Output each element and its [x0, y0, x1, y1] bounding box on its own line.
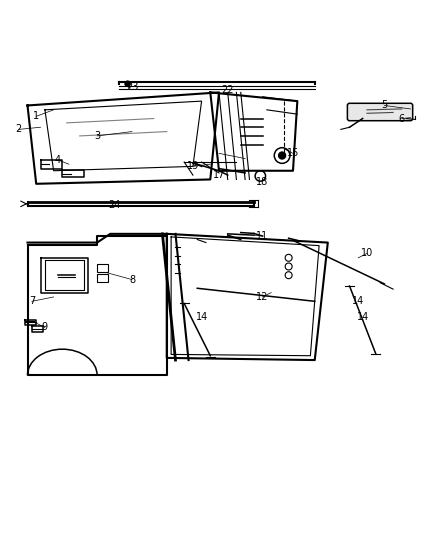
Text: 14: 14 — [357, 312, 369, 321]
Text: 14: 14 — [352, 296, 364, 306]
Text: 24: 24 — [108, 200, 121, 209]
Text: 1: 1 — [33, 111, 39, 122]
Text: 22: 22 — [222, 85, 234, 95]
Text: 23: 23 — [126, 82, 138, 92]
Text: 9: 9 — [42, 322, 48, 333]
Text: 8: 8 — [129, 274, 135, 285]
Text: 6: 6 — [399, 114, 405, 124]
Text: 4: 4 — [55, 155, 61, 165]
Text: 14: 14 — [195, 312, 208, 321]
Circle shape — [125, 81, 130, 86]
Text: 12: 12 — [256, 292, 268, 302]
Text: 19: 19 — [187, 161, 199, 172]
Bar — [97, 264, 108, 272]
FancyBboxPatch shape — [347, 103, 413, 120]
Bar — [97, 274, 108, 282]
Text: 18: 18 — [256, 176, 268, 187]
Text: 15: 15 — [287, 148, 299, 158]
Text: 10: 10 — [361, 248, 373, 259]
Text: 11: 11 — [256, 231, 268, 241]
Text: 3: 3 — [94, 131, 100, 141]
Text: 7: 7 — [29, 296, 35, 306]
Circle shape — [279, 152, 286, 159]
Text: 5: 5 — [381, 100, 388, 110]
Text: 17: 17 — [213, 170, 225, 180]
Text: 2: 2 — [16, 124, 22, 134]
